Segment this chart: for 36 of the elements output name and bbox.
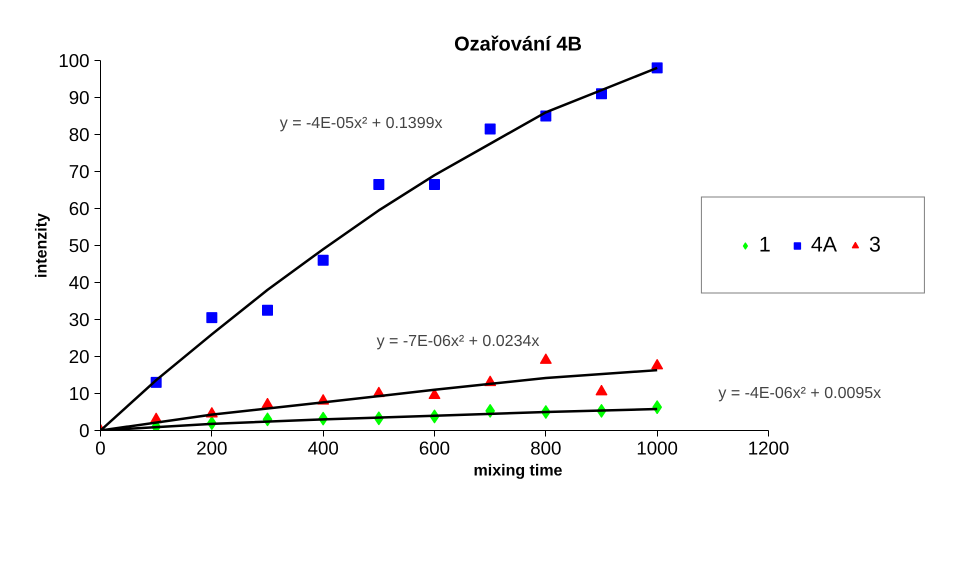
annotation: y = -4E-05x² + 0.1399x (280, 114, 443, 132)
chart-title: Ozařování 4B (454, 34, 582, 56)
y-tick-label: 50 (68, 235, 90, 256)
x-tick-label: 800 (530, 438, 562, 458)
y-tick-label: 70 (68, 161, 90, 182)
y-tick-label: 80 (68, 124, 90, 145)
y-axis-title: intenzity (33, 212, 50, 278)
legend-label: 3 (869, 232, 882, 258)
point (429, 178, 440, 190)
legend-label: 1 (758, 232, 772, 258)
point (318, 254, 329, 266)
y-tick-label: 90 (68, 87, 90, 108)
y-tick-label: 60 (68, 198, 90, 219)
point (262, 304, 273, 316)
x-tick-label: 600 (418, 438, 450, 458)
annotation: y = -7E-06x² + 0.0234x (376, 333, 540, 350)
point (373, 178, 384, 190)
x-axis-title: mixing time (474, 462, 563, 480)
x-tick-label: 200 (196, 438, 228, 458)
x-tick-label: 1000 (636, 438, 678, 458)
y-tick-label: 40 (68, 272, 90, 293)
point (484, 123, 496, 134)
point (596, 384, 608, 396)
y-tick-label: 100 (58, 50, 90, 71)
x-tick-label: 0 (95, 438, 106, 458)
x-tick-label: 400 (308, 438, 339, 458)
point (540, 353, 552, 364)
point (206, 312, 218, 324)
y-tick-label: 20 (68, 346, 90, 367)
x-tick-label: 1200 (748, 438, 790, 458)
y-tick-label: 30 (68, 309, 90, 330)
point (651, 358, 664, 370)
y-tick-label: 0 (79, 420, 90, 441)
legend-label: 4A (810, 232, 837, 258)
annotation: y = -4E-06x² + 0.0095x (718, 385, 882, 402)
y-tick-label: 10 (68, 383, 90, 404)
